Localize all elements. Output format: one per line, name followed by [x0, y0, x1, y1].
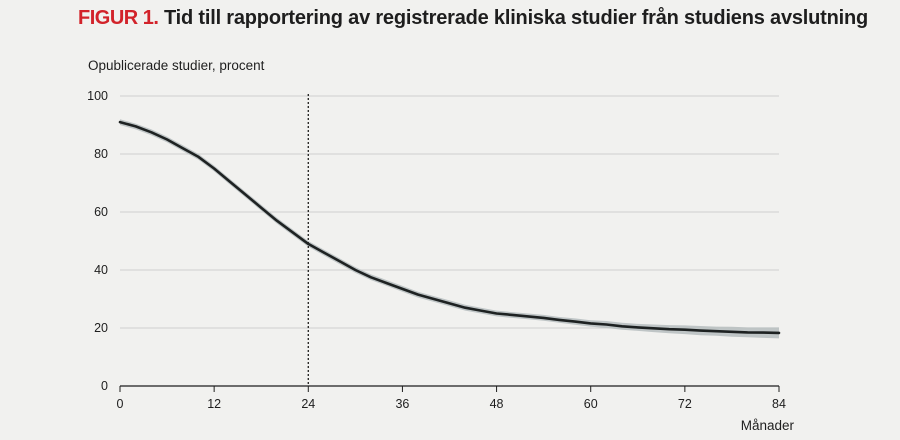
y-axis-ticks: 0 20 40 60 80 100 [87, 89, 108, 393]
x-axis: 0 12 24 36 48 60 72 84 [117, 385, 786, 411]
y-tick-label-80: 80 [94, 147, 108, 161]
confidence-band-group [120, 119, 779, 339]
series-group [118, 120, 781, 335]
gridlines [120, 95, 779, 329]
x-tick-label-24: 24 [301, 397, 315, 411]
y-tick-label-0: 0 [101, 379, 108, 393]
y-axis-label: Opublicerade studier, procent [88, 58, 265, 73]
x-tick-label-0: 0 [117, 397, 124, 411]
figure-title: Tid till rapportering av registrerade kl… [164, 7, 869, 29]
chart-title: FIGUR 1. Tid till rapportering av regist… [78, 6, 868, 30]
x-tick-label-72: 72 [678, 397, 692, 411]
y-tick-label-100: 100 [87, 89, 108, 103]
x-axis-label: Månader [740, 418, 794, 433]
confidence-band [120, 119, 779, 339]
y-tick-label-40: 40 [94, 263, 108, 277]
y-tick-label-20: 20 [94, 321, 108, 335]
x-tick-label-60: 60 [584, 397, 598, 411]
x-tick-label-36: 36 [395, 397, 409, 411]
figure-label: FIGUR 1. [78, 7, 159, 29]
x-tick-label-84: 84 [772, 397, 786, 411]
x-tick-label-48: 48 [490, 397, 504, 411]
y-tick-label-60: 60 [94, 205, 108, 219]
x-tick-label-12: 12 [207, 397, 221, 411]
